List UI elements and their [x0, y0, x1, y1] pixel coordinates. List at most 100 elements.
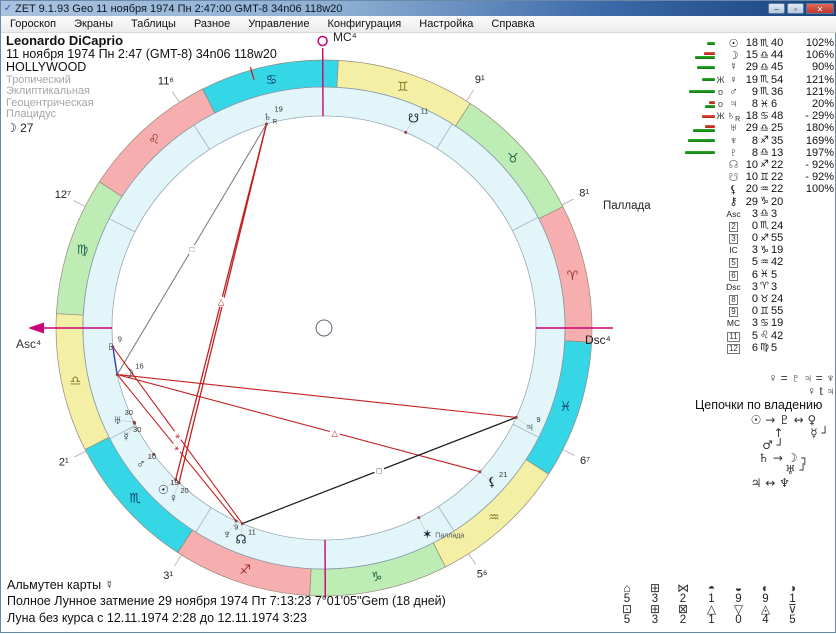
- aspect-line: [179, 124, 267, 483]
- aspect-line: [113, 347, 242, 523]
- position-value: 169%: [787, 135, 835, 147]
- position-value: 0: [741, 305, 758, 317]
- close-button[interactable]: ✕: [806, 3, 834, 14]
- position-value: 5: [771, 269, 787, 281]
- menu-item-8[interactable]: Справка: [482, 16, 543, 32]
- point-glyph: ☋: [726, 171, 741, 184]
- sign-glyph: ♑: [758, 196, 771, 207]
- position-value: 44: [771, 49, 787, 61]
- position-value: 180%: [787, 122, 835, 134]
- planet-glyph-saturn: ♄: [263, 109, 272, 123]
- position-value: 3: [741, 244, 758, 256]
- menu-item-1[interactable]: Гороскоп: [1, 16, 65, 32]
- zodiac-sign-glyph: ♎: [70, 373, 82, 388]
- position-value: 106%: [787, 49, 835, 61]
- zodiac-sign-glyph: ♐: [239, 562, 251, 577]
- sign-glyph: ♐: [758, 233, 771, 244]
- planet-glyph-lilith: ⚸: [487, 475, 496, 489]
- position-value: 29: [741, 61, 758, 73]
- birth-place: HOLLYWOOD: [6, 60, 86, 74]
- position-value: 10: [741, 159, 758, 171]
- maximize-button[interactable]: ▫: [787, 3, 804, 14]
- position-value: 3: [771, 208, 787, 220]
- aspect-line: [117, 375, 236, 522]
- position-value: 54: [771, 74, 787, 86]
- sign-glyph: ♏: [758, 86, 771, 97]
- minimize-button[interactable]: –: [768, 3, 785, 14]
- house-cusp-lines: [83, 87, 565, 569]
- position-value: 19: [741, 74, 758, 86]
- point-glyph: 12: [726, 342, 741, 354]
- inner-circle: [112, 116, 536, 540]
- zodiac-sign-glyph: ♍: [77, 242, 89, 257]
- sign-glyph: ♐: [758, 159, 771, 170]
- point-glyph: ♃: [726, 98, 741, 110]
- position-value: 19: [771, 244, 787, 256]
- eclipse-line: Полное Лунное затмение 29 ноября 1974 Пт…: [7, 593, 446, 609]
- planet-degree: 11: [421, 106, 429, 115]
- position-value: 45: [771, 61, 787, 73]
- position-value: 13: [771, 147, 787, 159]
- position-value: 121%: [787, 74, 835, 86]
- position-value: - 29%: [787, 110, 835, 122]
- strength-bar: [685, 78, 715, 81]
- point-glyph: ♆: [726, 135, 741, 147]
- zodiac-sign-glyph: ♋: [266, 72, 278, 87]
- point-glyph: MC: [726, 318, 741, 328]
- dignity-flag: Ж: [715, 75, 726, 85]
- dsc-label: Dsc⁴: [585, 333, 611, 347]
- sign-glyph: ♉: [758, 294, 771, 305]
- setting-line: Плацидус: [6, 109, 94, 120]
- point-glyph: ♄R: [726, 110, 741, 122]
- aspect-line: [117, 375, 516, 418]
- mc-marker-icon: [318, 37, 327, 46]
- window-titlebar[interactable]: ✓ ZET 9.1.93 Geo 11 ноября 1974 Пн 2:47:…: [1, 1, 836, 16]
- planet-glyph-pallas: ✶: [422, 528, 432, 542]
- position-value: 102%: [787, 37, 835, 49]
- planet-glyph-uranus: ♅: [113, 413, 122, 427]
- menu-item-2[interactable]: Экраны: [65, 16, 122, 32]
- menu-item-3[interactable]: Таблицы: [122, 16, 185, 32]
- position-value: 48: [771, 110, 787, 122]
- position-value: 24: [771, 293, 787, 305]
- point-glyph: Dsc: [726, 282, 741, 292]
- sign-glyph: ♎: [758, 147, 771, 158]
- planet-degree: 30: [133, 425, 141, 434]
- menu-item-7[interactable]: Настройка: [410, 16, 482, 32]
- planet-degree: 19: [275, 104, 283, 113]
- zodiac-sign-glyph: ♒: [488, 509, 500, 524]
- stat-value: 2: [669, 615, 697, 625]
- dispositor-equation-2: ♀ t ♃: [689, 384, 835, 398]
- asc-label: Asc⁴: [16, 337, 41, 351]
- position-value: 10: [741, 171, 758, 183]
- position-value: 6: [741, 342, 758, 354]
- status-lines: Альмутен карты ☿ Полное Лунное затмение …: [7, 577, 446, 626]
- zodiac-sign-glyph: ♈: [567, 268, 579, 283]
- point-glyph: 6: [726, 269, 741, 281]
- planet-glyph-neptune: ♆: [222, 527, 231, 541]
- strength-bar: [685, 151, 715, 154]
- position-value: 19: [771, 317, 787, 329]
- dignity-flag: Ж: [715, 111, 726, 121]
- position-value: 42: [771, 330, 787, 342]
- menu-item-4[interactable]: Разное: [185, 16, 239, 32]
- point-glyph: ♅: [726, 122, 741, 134]
- zodiac-ring: ♈♉♊♋♌♍♎♏♐♑♒♓: [56, 60, 592, 596]
- aspect-line: [117, 124, 266, 375]
- planet-degree: 16: [135, 362, 143, 371]
- dignity-flag: о: [715, 87, 726, 97]
- strength-bar: [685, 139, 715, 142]
- rulership-chains: ☉ → ♇ ↔ ♀ ↑ ☿ ┘ ♂ ┘ ♄ → ☽ ┐ ♅ ┘ ♃ ↔ ♆: [743, 414, 829, 489]
- menu-item-5[interactable]: Управление: [239, 16, 318, 32]
- house-cusp-label: 8¹: [579, 187, 589, 199]
- point-glyph: ☽: [726, 49, 741, 62]
